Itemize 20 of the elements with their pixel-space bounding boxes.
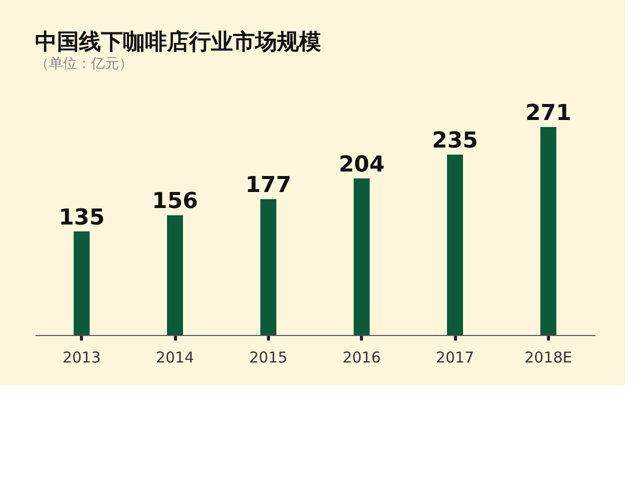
bar (167, 215, 183, 335)
bar (447, 154, 463, 335)
chart-subtitle: （单位：亿元） (35, 56, 133, 72)
x-tick-label: 2016 (342, 348, 381, 366)
bar (260, 199, 276, 335)
bar (540, 126, 556, 335)
chart-title: 中国线下咖啡店行业市场规模 (35, 28, 321, 55)
data-label: 156 (152, 189, 198, 214)
data-label: 177 (245, 173, 292, 198)
data-label: 204 (338, 152, 385, 178)
data-label: 135 (58, 205, 105, 230)
x-tick-label: 2014 (156, 348, 194, 366)
x-tick-label: 2013 (62, 348, 101, 366)
bar (354, 178, 370, 335)
x-tick-label: 2017 (436, 348, 474, 366)
data-label: 271 (525, 100, 572, 126)
data-label: 235 (432, 128, 478, 154)
x-tick-label: 2018E (524, 348, 572, 366)
x-tick-label: 2015 (249, 348, 288, 366)
bar (74, 231, 90, 335)
